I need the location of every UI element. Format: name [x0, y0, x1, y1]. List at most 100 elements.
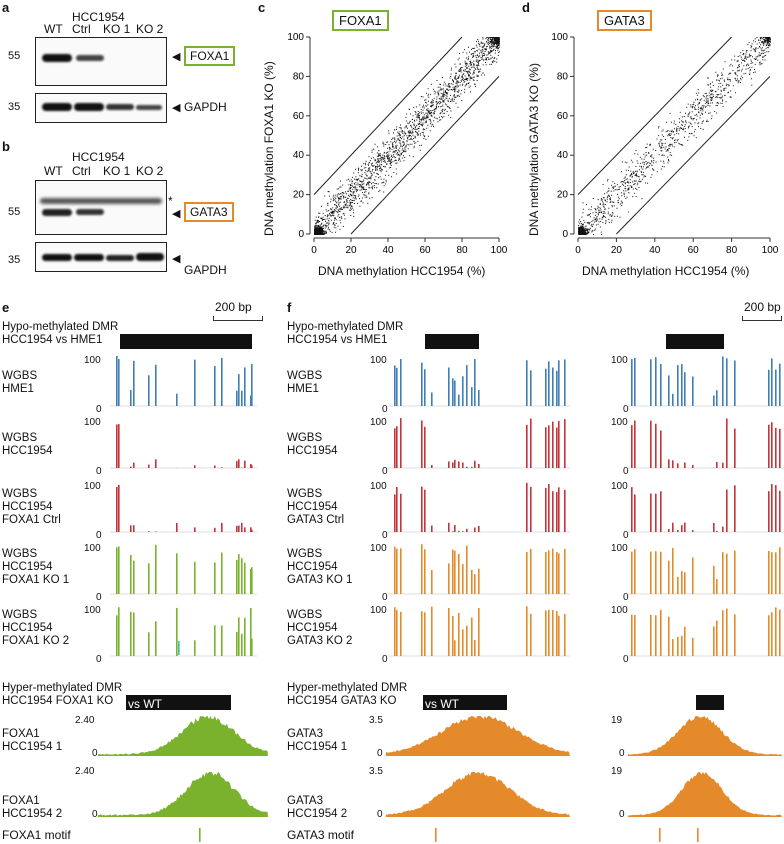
lane-label-ko2-b: KO 2: [136, 164, 164, 178]
f2-cpg-bar: [771, 358, 773, 406]
f2-cpg-bar: [684, 572, 686, 594]
f2-cpg-bar: [681, 571, 683, 594]
e-cpg-bar: [214, 625, 216, 656]
e-cpg-bar: [250, 527, 252, 532]
f2-cpg-bar: [716, 620, 718, 656]
f2-cpg-bar: [684, 522, 686, 532]
track-label-line: HCC1954: [287, 501, 338, 513]
scale-bar-f: [742, 316, 782, 321]
e-cpg-bar: [238, 374, 240, 406]
e-cpg-bar: [130, 466, 132, 468]
e-cpg-bar: [236, 525, 238, 532]
mw-marker-55-b: 55: [8, 206, 21, 218]
e-cpg-bar: [194, 527, 196, 532]
e-cpg-bar: [221, 552, 223, 594]
hyper-dmr-title-e: Hyper-methylated DMR: [2, 682, 123, 694]
f2-cpg-bar: [668, 560, 670, 594]
x-tick-label: 80: [456, 245, 468, 256]
e-cpg-bar: [116, 547, 118, 594]
e-cpg-bar: [130, 525, 132, 532]
f2-cpg-bar: [668, 375, 670, 406]
e-cpg-bar: [244, 460, 246, 468]
chip-peak-f1: [386, 716, 570, 756]
f2-cpg-bar: [650, 551, 652, 594]
f1-cpg-bar: [394, 607, 396, 656]
hyper-dmr-bar-f1: vs WT: [423, 695, 507, 711]
f1-cpg-bar: [474, 460, 476, 468]
hypo-dmr-label-f: Hypo-methylated DMR HCC1954 vs HME1: [287, 321, 403, 347]
f1-cpg-bar: [421, 611, 423, 656]
f1-cpg-bar: [452, 378, 454, 406]
track-ymin-f4: 0: [382, 654, 388, 665]
chip-ymax-f0b: 19: [611, 715, 623, 726]
f2-cpg-bar: [713, 565, 715, 594]
f2-cpg-bar: [672, 460, 674, 468]
f1-cpg-bar: [424, 549, 426, 594]
f2-cpg-bar: [726, 608, 728, 656]
f1-cpg-bar: [454, 380, 456, 406]
panel-label-c: c: [258, 0, 266, 15]
f1-cpg-bar: [552, 491, 554, 532]
f1-cpg-bar: [431, 465, 433, 468]
f2-cpg-bar: [692, 376, 694, 406]
f2-cpg-bar: [655, 551, 657, 594]
f1-cpg-bar: [458, 554, 460, 594]
panel-label-e: e: [2, 300, 10, 315]
f2-cpg-bar: [779, 363, 781, 406]
chip-label-line: HCC1954 2: [287, 808, 348, 820]
f2-cpg-bar: [672, 522, 674, 532]
f2-cpg-bar: [677, 463, 679, 468]
track-ymin-e4: 0: [96, 654, 102, 665]
f1-cpg-bar: [466, 625, 468, 656]
track-label-f2: WGBS HCC1954 GATA3 Ctrl: [287, 488, 344, 527]
f2-cpg-bar: [722, 552, 724, 594]
y-tick-label: 60: [557, 111, 569, 122]
e-cpg-bar: [176, 523, 178, 532]
f2-cpg-bar: [660, 430, 662, 468]
chip-label-line: FOXA1: [2, 795, 40, 807]
f1-cpg-bar: [431, 570, 433, 594]
f2-cpg-bar: [684, 462, 686, 468]
f1-cpg-bar: [471, 617, 473, 656]
e-cpg-bar: [236, 559, 238, 594]
e-cpg-bar: [118, 359, 120, 406]
track-label-e2: WGBS HCC1954 FOXA1 Ctrl: [2, 488, 61, 527]
x-tick-label: 80: [726, 245, 738, 256]
track-label-e3: WGBS HCC1954 FOXA1 KO 1: [2, 548, 69, 587]
track-ymax-e2: 100: [84, 481, 101, 492]
western-blot-gata3: [35, 180, 167, 235]
track-ymax-e4: 100: [84, 605, 101, 616]
chip-label-line: GATA3: [287, 795, 323, 807]
f1-cpg-bar: [526, 551, 528, 594]
chip-label-f0: GATA3 HCC1954 1: [287, 728, 347, 754]
y-tick-label: 0: [562, 229, 568, 240]
e-cpg-bar: [236, 461, 238, 468]
mw-marker-55-a: 55: [8, 50, 21, 62]
f2-cpg-bar: [726, 489, 728, 532]
f2-cpg-bar: [631, 425, 633, 468]
e-cpg-bar: [133, 612, 135, 656]
chip-ymax-e0: 2.40: [75, 715, 95, 726]
f2-cpg-bar: [722, 610, 724, 656]
e-cpg-bar: [116, 356, 118, 406]
track-ymin-e2: 0: [96, 530, 102, 541]
e-cpg-bar: [244, 527, 246, 532]
f2-cpg-bar: [775, 369, 777, 406]
f1-cpg-bar: [421, 544, 423, 594]
loading-label-b: GAPDH: [184, 263, 227, 277]
f1-cpg-bar: [424, 426, 426, 468]
scale-bar-e: [213, 316, 263, 321]
chip-label-f1: GATA3 HCC1954 2: [287, 795, 347, 821]
x-tick-label: 40: [382, 245, 394, 256]
track-ymax-f0: 100: [370, 355, 387, 366]
f1-cpg-bar: [431, 606, 433, 656]
f1-cpg-bar: [530, 549, 532, 594]
guide-line-lower: [616, 76, 771, 235]
e-cpg-bar: [148, 375, 150, 406]
e-cpg-bar: [221, 522, 223, 532]
f2-cpg-bar: [775, 607, 777, 656]
f2-cpg-bar: [660, 363, 662, 406]
f1-cpg-bar: [431, 392, 433, 406]
e-cpg-bar: [241, 390, 243, 406]
track-label-line: WGBS: [2, 548, 38, 560]
